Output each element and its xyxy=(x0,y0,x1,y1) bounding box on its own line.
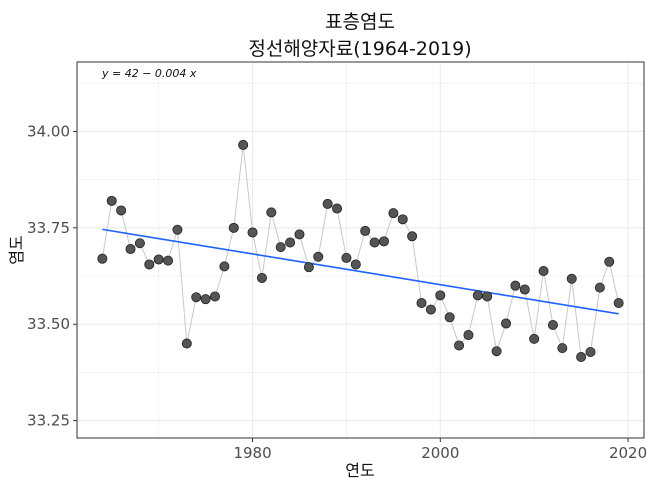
data-point xyxy=(538,266,549,277)
data-point xyxy=(594,282,605,293)
data-point xyxy=(350,259,361,270)
trend-line-group xyxy=(102,228,619,315)
data-point xyxy=(566,273,577,284)
data-point xyxy=(463,330,474,341)
data-point xyxy=(491,346,502,357)
data-point xyxy=(209,291,220,302)
data-point xyxy=(510,280,521,291)
chart-title: 표층염도 xyxy=(325,11,395,33)
data-point xyxy=(557,343,568,354)
data-point xyxy=(256,272,267,283)
data-point xyxy=(613,298,624,309)
data-point xyxy=(191,292,202,303)
data-point xyxy=(200,294,211,305)
x-axis-label: 연도 xyxy=(345,461,374,480)
y-tick-label: 34.00 xyxy=(27,122,70,140)
data-point xyxy=(397,214,408,225)
data-point xyxy=(313,251,324,262)
data-point xyxy=(163,255,174,266)
x-axis-ticks: 1980 2000 2020 xyxy=(233,438,647,462)
x-tick-label: 1980 xyxy=(233,444,271,462)
data-point xyxy=(501,318,512,329)
data-point xyxy=(407,231,418,242)
y-tick-label: 33.25 xyxy=(27,412,70,430)
y-axis-ticks: 33.25 33.50 33.75 34.00 xyxy=(27,122,77,430)
data-point xyxy=(219,261,230,272)
data-point xyxy=(247,227,258,238)
y-axis-label: 염도 xyxy=(7,235,26,264)
data-point xyxy=(369,237,380,248)
data-point xyxy=(360,225,371,236)
data-point xyxy=(153,254,164,265)
x-tick-label: 2000 xyxy=(421,444,459,462)
data-points xyxy=(97,139,624,363)
data-point xyxy=(585,347,596,358)
data-point xyxy=(238,139,249,150)
data-point xyxy=(322,198,333,209)
data-point xyxy=(547,320,558,331)
x-tick-label: 2020 xyxy=(609,444,647,462)
data-point xyxy=(482,291,493,302)
data-point xyxy=(454,340,465,351)
data-point xyxy=(425,304,436,315)
plot-panel-border xyxy=(76,61,645,439)
connector-lines xyxy=(101,144,620,358)
data-point xyxy=(228,222,239,233)
data-point xyxy=(472,290,483,301)
data-point xyxy=(576,352,587,363)
data-point xyxy=(444,312,455,323)
y-tick-label: 33.75 xyxy=(27,219,70,237)
data-point xyxy=(303,262,314,273)
data-point xyxy=(266,207,277,218)
data-point xyxy=(341,252,352,263)
data-point xyxy=(106,195,117,206)
data-point xyxy=(435,290,446,301)
data-point xyxy=(285,237,296,248)
connector-polyline xyxy=(101,144,620,358)
data-point xyxy=(332,203,343,214)
data-point xyxy=(97,253,108,264)
data-point xyxy=(529,333,540,344)
data-point xyxy=(378,236,389,247)
data-point xyxy=(134,238,145,249)
data-point xyxy=(275,242,286,253)
regression-equation: y = 42 − 0.004 x xyxy=(101,67,197,80)
chart-subtitle: 정선해양자료(1964-2019) xyxy=(248,38,471,60)
grid-lines xyxy=(77,62,644,438)
trend-line xyxy=(102,228,619,315)
data-point xyxy=(519,284,530,295)
y-tick-label: 33.50 xyxy=(27,315,70,333)
data-point xyxy=(144,259,155,270)
data-point xyxy=(416,298,427,309)
data-point xyxy=(388,208,399,219)
data-point xyxy=(116,205,127,216)
data-point xyxy=(125,244,136,255)
data-point xyxy=(294,229,305,240)
data-point xyxy=(604,256,615,267)
data-point xyxy=(172,224,183,235)
data-point xyxy=(181,338,192,349)
